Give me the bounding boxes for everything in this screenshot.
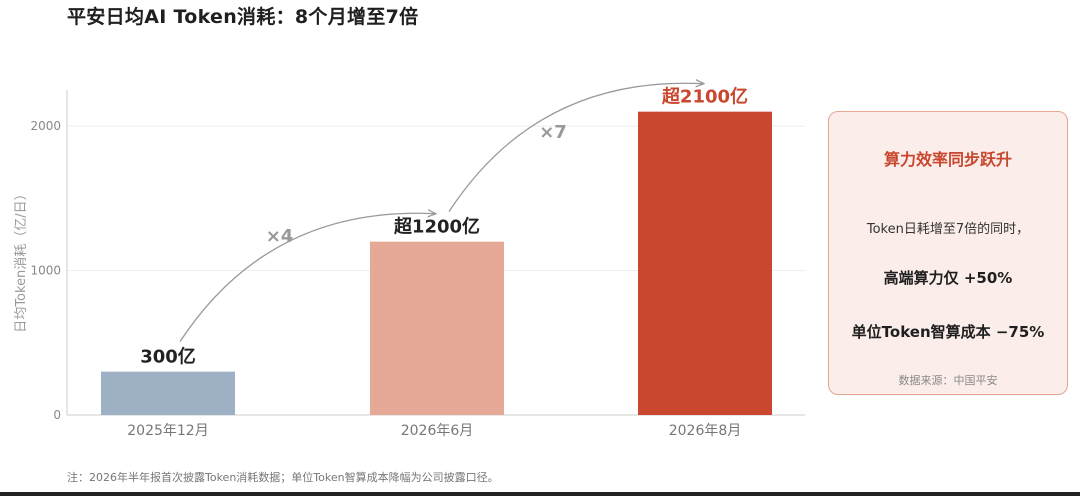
bar-chart: 0 1000 2000 2025年12月 2026年6月 2026年8月 ×4 ×7 300… bbox=[14, 0, 805, 439]
growth-arrows: ×4 ×7 bbox=[179, 83, 703, 343]
data-label-1: 300亿 bbox=[140, 346, 196, 368]
bar-3 bbox=[638, 111, 772, 416]
y-tick-label: 1000 bbox=[30, 264, 61, 278]
card-line-cost: 单位Token智算成本 −75% bbox=[851, 323, 1045, 341]
multiplier-label-1: ×4 bbox=[266, 226, 294, 247]
bars bbox=[101, 111, 772, 416]
chart-title: 平安日均AI Token消耗：8个月增至7倍 bbox=[67, 6, 419, 28]
bar-2 bbox=[370, 241, 504, 415]
bottom-divider bbox=[0, 492, 1080, 496]
card-line-token-growth: Token日耗增至7倍的同时， bbox=[866, 222, 1030, 237]
data-labels: 300亿 超1200亿 超2100亿 bbox=[140, 86, 748, 368]
footnote: 注：2026年半年报首次披露Token消耗数据；单位Token智算成本降幅为公司… bbox=[67, 471, 499, 484]
x-tick-label: 2025年12月 bbox=[127, 423, 208, 439]
card-source: 数据来源：中国平安 bbox=[898, 374, 998, 387]
y-tick-label: 0 bbox=[53, 408, 61, 422]
data-label-2: 超1200亿 bbox=[394, 216, 480, 238]
x-tick-label: 2026年6月 bbox=[401, 423, 474, 439]
card-line-compute: 高端算力仅 +50% bbox=[883, 269, 1013, 287]
card-title: 算力效率同步跃升 bbox=[883, 150, 1012, 169]
x-tick-label: 2026年8月 bbox=[669, 423, 742, 439]
efficiency-card: 算力效率同步跃升 Token日耗增至7倍的同时， 高端算力仅 +50% 单位To… bbox=[828, 111, 1068, 395]
bar-1 bbox=[101, 371, 235, 415]
growth-arrow-1 bbox=[179, 213, 435, 343]
multiplier-label-2: ×7 bbox=[539, 122, 567, 143]
y-tick-label: 2000 bbox=[30, 119, 61, 133]
y-axis-label: 日均Token消耗（亿/日） bbox=[14, 187, 29, 332]
data-label-3: 超2100亿 bbox=[662, 86, 748, 108]
growth-arrow-2 bbox=[448, 83, 703, 213]
